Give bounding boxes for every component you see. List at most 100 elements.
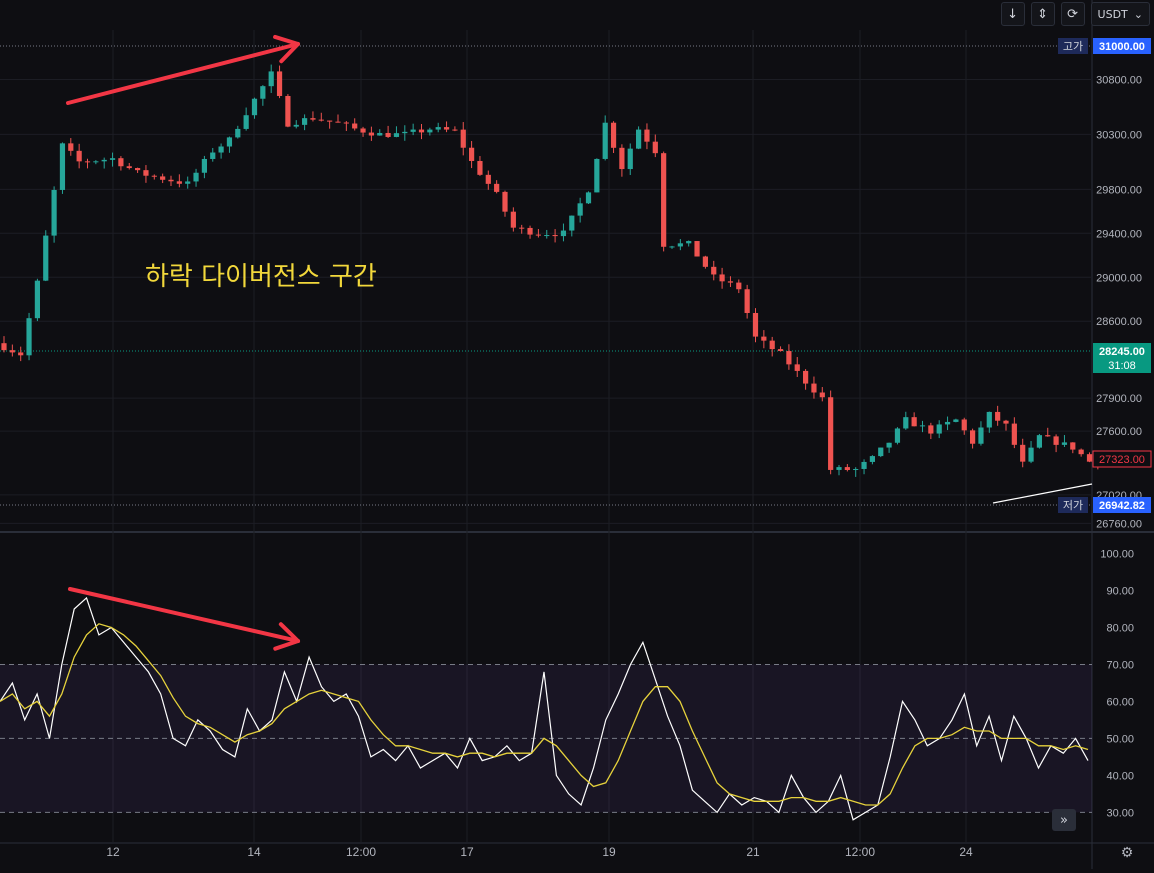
candle-body <box>193 172 199 182</box>
price-tick-label: 27900.00 <box>1096 393 1142 405</box>
price-label-bg <box>1092 450 1152 468</box>
candle <box>101 157 107 169</box>
candle <box>919 420 926 433</box>
candle-body <box>736 282 742 290</box>
candle <box>427 127 433 136</box>
price-tick-label: 29000.00 <box>1096 272 1142 284</box>
candle-body <box>844 467 850 470</box>
candle-body <box>327 120 333 122</box>
price-label-bg <box>1093 343 1151 373</box>
candle <box>460 122 466 156</box>
candle-body <box>393 133 400 137</box>
gear-icon[interactable]: ⚙ <box>1120 845 1134 861</box>
candle <box>68 138 74 156</box>
price-tag-bg <box>1058 497 1088 513</box>
price-tag-label: 고가 <box>1063 40 1083 53</box>
rsi-tick-label: 50.00 <box>1106 733 1134 745</box>
candle-body <box>243 115 249 129</box>
candle-body <box>51 189 57 236</box>
candle <box>803 369 809 390</box>
candle-body <box>135 168 141 171</box>
arrow-down-icon[interactable]: ↓ <box>1000 2 1025 26</box>
candle <box>285 94 291 128</box>
candle <box>686 240 692 247</box>
candle-body <box>101 159 107 162</box>
candle <box>719 267 725 289</box>
price-label-bg <box>1093 38 1151 54</box>
candle-body <box>944 421 951 425</box>
candle-body <box>443 127 450 130</box>
candle <box>126 163 132 170</box>
candle-body <box>1061 442 1068 445</box>
candle <box>794 357 800 377</box>
candle-body <box>285 95 291 127</box>
candle <box>911 412 917 427</box>
candle-body <box>569 215 575 231</box>
candle <box>510 207 516 232</box>
candle-body <box>276 71 283 96</box>
expand-vertical-icon[interactable]: ⇕ <box>1030 2 1055 26</box>
candle-body <box>752 313 759 337</box>
scroll-to-realtime-button[interactable]: » <box>1052 809 1076 831</box>
candle <box>560 223 567 242</box>
candle <box>836 465 842 476</box>
candle <box>1078 448 1084 457</box>
candle <box>727 276 734 287</box>
candle-body <box>686 241 692 244</box>
candle <box>627 143 633 176</box>
candle <box>343 121 349 131</box>
candle-body <box>385 132 391 137</box>
candle <box>360 126 366 137</box>
candle-body <box>953 419 959 422</box>
candle <box>944 416 951 431</box>
candle-body <box>218 146 224 153</box>
currency-select[interactable]: USDT ⌄ <box>1090 2 1150 26</box>
price-tick-label: 29400.00 <box>1096 228 1142 240</box>
candle-body <box>1053 436 1059 445</box>
candle <box>928 422 934 440</box>
arrow-head <box>279 42 300 64</box>
candle <box>176 174 182 188</box>
candle-body <box>519 227 525 229</box>
candle <box>986 411 992 433</box>
candle-body <box>1070 442 1076 450</box>
candle <box>752 308 759 343</box>
candle-body <box>694 241 700 257</box>
x-tick-label: 17 <box>460 845 474 859</box>
candle-body <box>986 411 992 428</box>
candle <box>652 134 658 158</box>
candle-body <box>360 128 366 133</box>
candle-body <box>669 246 675 248</box>
candle-body <box>594 158 600 193</box>
candle-body <box>176 181 182 184</box>
candle <box>1045 427 1051 437</box>
refresh-icon[interactable]: ⟳ <box>1060 2 1085 26</box>
candle-body <box>76 150 82 162</box>
x-tick-label: 12 <box>106 845 120 859</box>
x-tick-label: 12:00 <box>845 845 875 859</box>
candle-body <box>1028 447 1034 462</box>
candle <box>26 312 32 361</box>
candle-body <box>828 397 834 470</box>
candle <box>485 170 491 190</box>
candle-body <box>1 343 7 351</box>
candle <box>1061 435 1068 448</box>
candle <box>694 240 700 257</box>
candle <box>168 175 174 187</box>
candle <box>744 284 750 319</box>
candle-body <box>727 281 734 283</box>
candle-body <box>853 468 859 470</box>
candle-body <box>919 425 926 427</box>
candle-body <box>652 141 658 154</box>
candle-body <box>1011 423 1017 445</box>
candle-body <box>577 203 583 216</box>
candle <box>218 143 224 159</box>
candle-body <box>527 227 533 235</box>
candle <box>610 121 617 153</box>
candle <box>669 245 675 249</box>
rsi-tick-label: 100.00 <box>1100 548 1134 560</box>
candle-body <box>335 121 341 123</box>
candle-body <box>869 456 875 462</box>
